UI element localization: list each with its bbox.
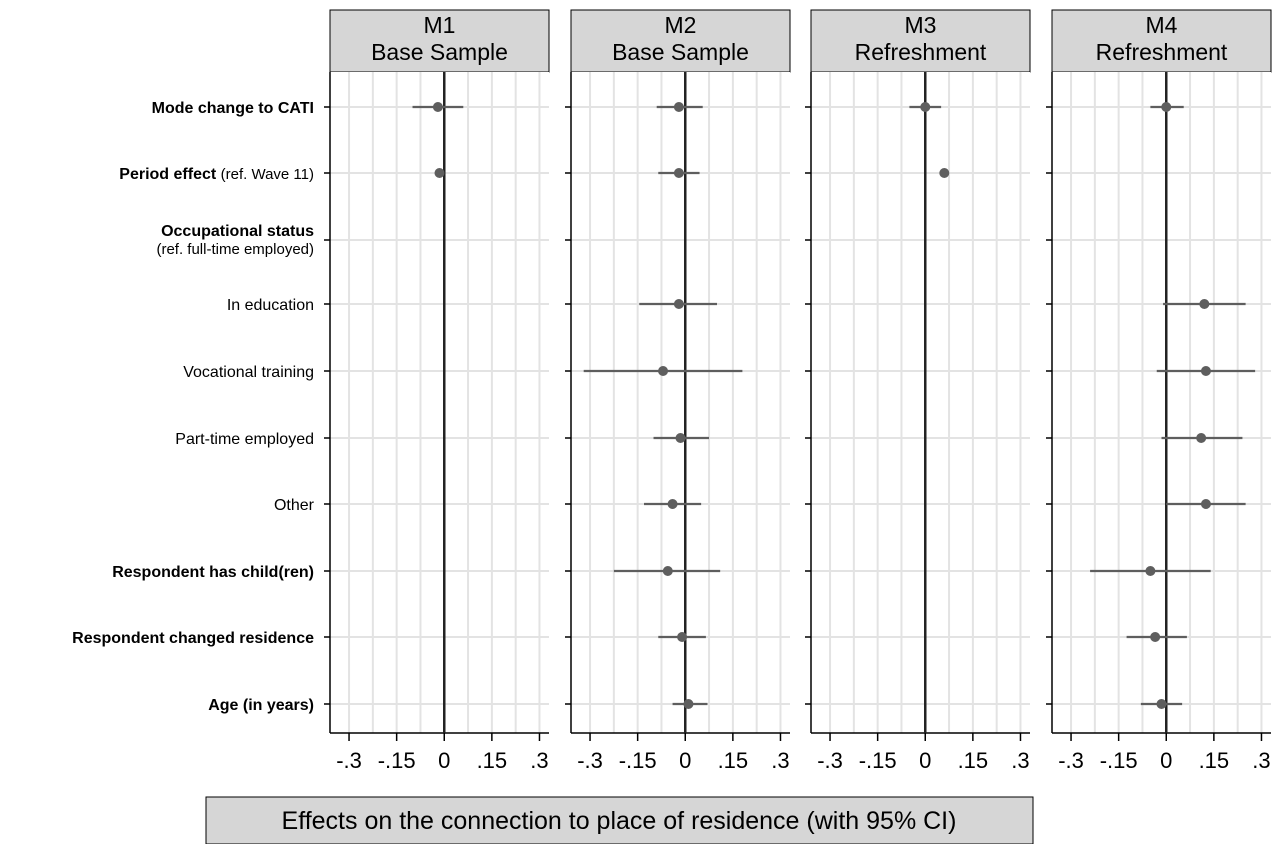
point-estimate xyxy=(1199,299,1210,309)
point-estimate xyxy=(1156,699,1167,709)
point-estimate xyxy=(1200,499,1211,509)
panel-header xyxy=(570,9,791,73)
row-label: Age (in years) xyxy=(208,697,314,714)
point-estimate xyxy=(683,699,694,709)
panel-title-model: M2 xyxy=(665,12,697,38)
row-label: Respondent changed residence xyxy=(72,630,314,647)
row-label: Part-time employed xyxy=(175,431,314,448)
point-estimate xyxy=(662,566,673,576)
x-tick-label: -.15 xyxy=(1100,748,1138,773)
plot-area xyxy=(811,72,1030,733)
x-tick-label: 0 xyxy=(1160,748,1172,773)
plot-area xyxy=(1052,72,1271,733)
row-label-occupational-status: Occupational status xyxy=(161,223,314,240)
x-tick-label: -.3 xyxy=(577,748,603,773)
point-estimate xyxy=(1196,433,1207,443)
point-estimate xyxy=(1161,102,1172,112)
row-label: Respondent has child(ren) xyxy=(112,564,314,581)
row-label: Other xyxy=(274,497,315,514)
x-tick-label: 0 xyxy=(919,748,931,773)
point-estimate xyxy=(939,168,950,178)
x-axis-title-box xyxy=(205,796,1034,844)
row-label: Mode change to CATI xyxy=(152,100,314,117)
x-tick-label: -.15 xyxy=(859,748,897,773)
x-tick-label: 0 xyxy=(679,748,691,773)
plot-area xyxy=(571,72,790,733)
point-estimate xyxy=(1150,632,1161,642)
x-tick-label: .15 xyxy=(718,748,749,773)
x-tick-label: .15 xyxy=(1199,748,1230,773)
point-estimate xyxy=(920,102,931,112)
panel-title-sample: Base Sample xyxy=(612,39,749,65)
x-tick-label: .3 xyxy=(1252,748,1270,773)
x-tick-label: .3 xyxy=(1011,748,1029,773)
panel-title-sample: Refreshment xyxy=(1096,39,1228,65)
panel-title-model: M1 xyxy=(424,12,456,38)
row-sublabel: (ref. full-time employed) xyxy=(156,241,314,258)
point-estimate xyxy=(673,299,684,309)
point-estimate xyxy=(434,168,445,178)
x-tick-label: .3 xyxy=(530,748,548,773)
row-label: Period effect (ref. Wave 11) xyxy=(119,166,314,183)
panel-title-sample: Base Sample xyxy=(371,39,508,65)
x-tick-label: -.3 xyxy=(817,748,843,773)
point-estimate xyxy=(1145,566,1156,576)
row-label: In education xyxy=(227,297,314,314)
x-tick-label: -.15 xyxy=(619,748,657,773)
plot-area xyxy=(330,72,549,733)
point-estimate xyxy=(658,366,669,376)
point-estimate xyxy=(673,102,684,112)
x-tick-label: .15 xyxy=(958,748,989,773)
point-estimate xyxy=(673,168,684,178)
x-tick-label: -.3 xyxy=(336,748,362,773)
point-estimate xyxy=(1200,366,1211,376)
x-tick-label: 0 xyxy=(438,748,450,773)
x-tick-label: .15 xyxy=(477,748,508,773)
panel-title-model: M4 xyxy=(1146,12,1178,38)
x-tick-label: -.3 xyxy=(1058,748,1084,773)
panel-title-sample: Refreshment xyxy=(855,39,987,65)
point-estimate xyxy=(675,433,686,443)
x-tick-label: -.15 xyxy=(378,748,416,773)
point-estimate xyxy=(432,102,443,112)
panel-header xyxy=(1051,9,1272,73)
panel-header xyxy=(810,9,1031,73)
x-axis-title: Effects on the connection to place of re… xyxy=(282,807,957,835)
panel-title-model: M3 xyxy=(905,12,937,38)
row-label: Vocational training xyxy=(183,364,314,381)
x-tick-label: .3 xyxy=(771,748,789,773)
point-estimate xyxy=(667,499,678,509)
panel-header xyxy=(329,9,550,73)
point-estimate xyxy=(677,632,688,642)
